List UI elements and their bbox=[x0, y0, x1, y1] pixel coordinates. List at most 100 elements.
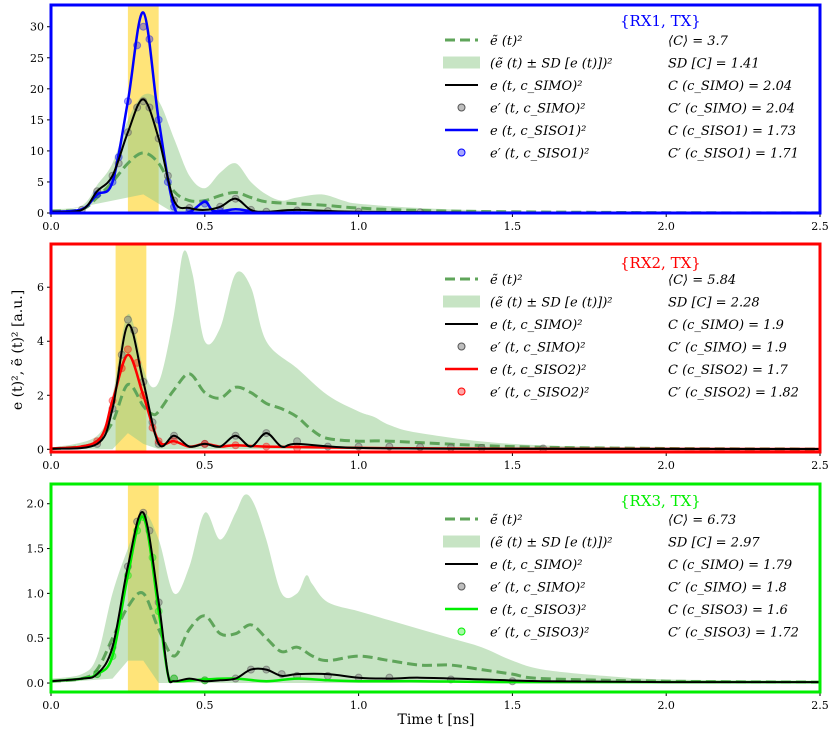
plot-area-rx2 bbox=[51, 244, 820, 452]
y-tick-label: 30 bbox=[30, 21, 44, 34]
panel-title-rx2: {RX2, TX} bbox=[620, 254, 701, 272]
x-tick-label: 2.0 bbox=[657, 220, 675, 233]
legend-label: (ẽ (t) ± SD [e (t)])² bbox=[490, 57, 613, 72]
plot-area-rx1 bbox=[51, 5, 820, 213]
mean-curve bbox=[51, 151, 820, 213]
legend-label: ẽ (t)² bbox=[490, 273, 522, 288]
legend-label: (ẽ (t) ± SD [e (t)])² bbox=[490, 296, 613, 311]
y-axis-ticks-rx3: 0.0 0.5 1.0 1.5 2.0 bbox=[27, 498, 51, 690]
y-axis-ticks-rx1: 0 5 10 15 20 25 30 bbox=[30, 21, 51, 220]
stat-value: C′ (c_SISO2) = 1.82 bbox=[668, 386, 799, 401]
y-tick-label: 1.0 bbox=[27, 587, 45, 600]
y-tick-label: 15 bbox=[30, 114, 44, 127]
x-axis-ticks-rx2: 0.0 0.5 1.0 1.5 2.0 2.5 bbox=[42, 452, 829, 472]
legend-label: e (t, c_SIMO)² bbox=[490, 558, 582, 573]
legend-siso-prime-swatch bbox=[457, 387, 466, 396]
siso-prime-point bbox=[123, 345, 132, 354]
panel-rx3-tx: 0.0 0.5 1.0 1.5 2.0 0.0 0.5 1.0 1.5 2.0 2.5 {RX3,… bbox=[27, 482, 829, 712]
stat-value: C (c_SISO1) = 1.73 bbox=[668, 124, 796, 139]
panel-title-rx1: {RX1, TX} bbox=[620, 12, 701, 30]
x-tick-label: 2.5 bbox=[811, 699, 829, 712]
x-tick-label: 0.0 bbox=[42, 220, 60, 233]
stat-value: SD [C] = 2.28 bbox=[668, 296, 760, 311]
y-tick-label: 5 bbox=[37, 176, 44, 189]
stat-value: C′ (c_SIMO) = 1.8 bbox=[668, 581, 787, 596]
stat-value: SD [C] = 2.97 bbox=[668, 536, 760, 551]
y-tick-label: 20 bbox=[30, 83, 44, 96]
legend-band-swatch bbox=[443, 295, 480, 308]
legend-band-swatch bbox=[443, 535, 480, 548]
y-axis-ticks-rx2: 0 2 4 6 bbox=[37, 281, 51, 456]
legend-label: e (t, c_SIMO)² bbox=[490, 318, 582, 333]
x-tick-label: 1.0 bbox=[350, 699, 368, 712]
legend-rx2: ẽ (t)² ⟨C⟩ = 5.84 (ẽ (t) ± SD [e (t)])² SD … bbox=[443, 273, 799, 401]
legend-label: e (t, c_SIMO)² bbox=[490, 79, 582, 94]
stat-value: C (c_SIMO) = 2.04 bbox=[668, 79, 792, 94]
x-tick-label: 2.5 bbox=[811, 459, 829, 472]
stat-value: C (c_SISO3) = 1.6 bbox=[668, 603, 788, 618]
sd-band bbox=[51, 93, 820, 213]
x-tick-label: 0.0 bbox=[42, 459, 60, 472]
x-tick-label: 1.5 bbox=[504, 699, 522, 712]
legend-simo-prime-swatch bbox=[457, 342, 466, 351]
legend-label: e′ (t, c_SISO1)² bbox=[490, 147, 589, 162]
y-tick-label: 4 bbox=[37, 335, 44, 348]
x-axis-label: Time t [ns] bbox=[397, 712, 474, 728]
y-axis-label: e (t)², ẽ (t)² [a.u.] bbox=[10, 290, 26, 410]
stat-value: ⟨C⟩ = 6.73 bbox=[668, 513, 736, 528]
simo-curve bbox=[51, 323, 820, 450]
y-tick-label: 0 bbox=[37, 443, 44, 456]
x-tick-label: 0.5 bbox=[196, 459, 214, 472]
stat-value: SD [C] = 1.41 bbox=[668, 57, 760, 72]
panel-rx2-tx: 0 2 4 6 0.0 0.5 1.0 1.5 2.0 2.5 {RX2, TX} ẽ (t)²… bbox=[37, 242, 829, 472]
legend-label: e (t, c_SISO1)² bbox=[490, 124, 586, 139]
sd-band bbox=[51, 250, 820, 450]
sd-band bbox=[51, 494, 820, 683]
y-tick-label: 10 bbox=[30, 145, 44, 158]
stat-value: C′ (c_SIMO) = 2.04 bbox=[668, 102, 795, 117]
legend-siso-prime-swatch bbox=[457, 627, 466, 636]
y-tick-label: 2 bbox=[37, 389, 44, 402]
x-tick-label: 2.5 bbox=[811, 220, 829, 233]
panel-rx1-tx: 0 5 10 15 20 25 30 0.0 0.5 1.0 1.5 2.0 2.5 {RX1, TX… bbox=[30, 3, 829, 233]
legend-label: e′ (t, c_SISO2)² bbox=[490, 386, 589, 401]
legend-label: ẽ (t)² bbox=[490, 34, 522, 49]
legend-label: e′ (t, c_SIMO)² bbox=[490, 102, 585, 117]
stat-value: C′ (c_SISO3) = 1.72 bbox=[668, 626, 799, 641]
legend-label: e′ (t, c_SIMO)² bbox=[490, 581, 585, 596]
legend-label: (ẽ (t) ± SD [e (t)])² bbox=[490, 536, 613, 551]
panel-frame-rx2 bbox=[49, 242, 822, 454]
legend-rx3: ẽ (t)² ⟨C⟩ = 6.73 (ẽ (t) ± SD [e (t)])² SD … bbox=[443, 513, 799, 641]
stat-value: C′ (c_SISO1) = 1.71 bbox=[668, 147, 799, 162]
y-tick-label: 0.0 bbox=[27, 677, 45, 690]
stat-value: ⟨C⟩ = 3.7 bbox=[668, 34, 729, 49]
stat-value: C (c_SIMO) = 1.9 bbox=[668, 318, 784, 333]
x-tick-label: 1.5 bbox=[504, 459, 522, 472]
y-tick-label: 6 bbox=[37, 281, 44, 294]
x-tick-label: 0.5 bbox=[196, 220, 214, 233]
y-tick-label: 0.5 bbox=[27, 632, 45, 645]
legend-siso-prime-swatch bbox=[457, 148, 466, 157]
x-tick-label: 2.0 bbox=[657, 459, 675, 472]
x-tick-label: 0.5 bbox=[196, 699, 214, 712]
stat-value: C (c_SISO2) = 1.7 bbox=[668, 363, 788, 378]
legend-label: e (t, c_SISO3)² bbox=[490, 603, 586, 618]
legend-simo-prime-swatch bbox=[457, 582, 466, 591]
x-tick-label: 2.0 bbox=[657, 699, 675, 712]
legend-label: e′ (t, c_SISO3)² bbox=[490, 626, 589, 641]
panel-frame-rx1 bbox=[49, 3, 822, 215]
stat-value: C′ (c_SIMO) = 1.9 bbox=[668, 341, 787, 356]
plot-area-rx3 bbox=[51, 484, 820, 692]
x-axis-ticks-rx1: 0.0 0.5 1.0 1.5 2.0 2.5 bbox=[42, 213, 829, 233]
simo-curve bbox=[51, 511, 820, 684]
simo-prime-point bbox=[123, 315, 132, 324]
siso-curve bbox=[51, 515, 820, 684]
y-tick-label: 1.5 bbox=[27, 543, 45, 556]
legend-simo-prime-swatch bbox=[457, 103, 466, 112]
x-tick-label: 0.0 bbox=[42, 699, 60, 712]
mean-curve bbox=[51, 372, 820, 451]
legend-label: e (t, c_SISO2)² bbox=[490, 363, 586, 378]
y-tick-label: 25 bbox=[30, 52, 44, 65]
x-tick-label: 1.0 bbox=[350, 220, 368, 233]
x-tick-label: 1.5 bbox=[504, 220, 522, 233]
